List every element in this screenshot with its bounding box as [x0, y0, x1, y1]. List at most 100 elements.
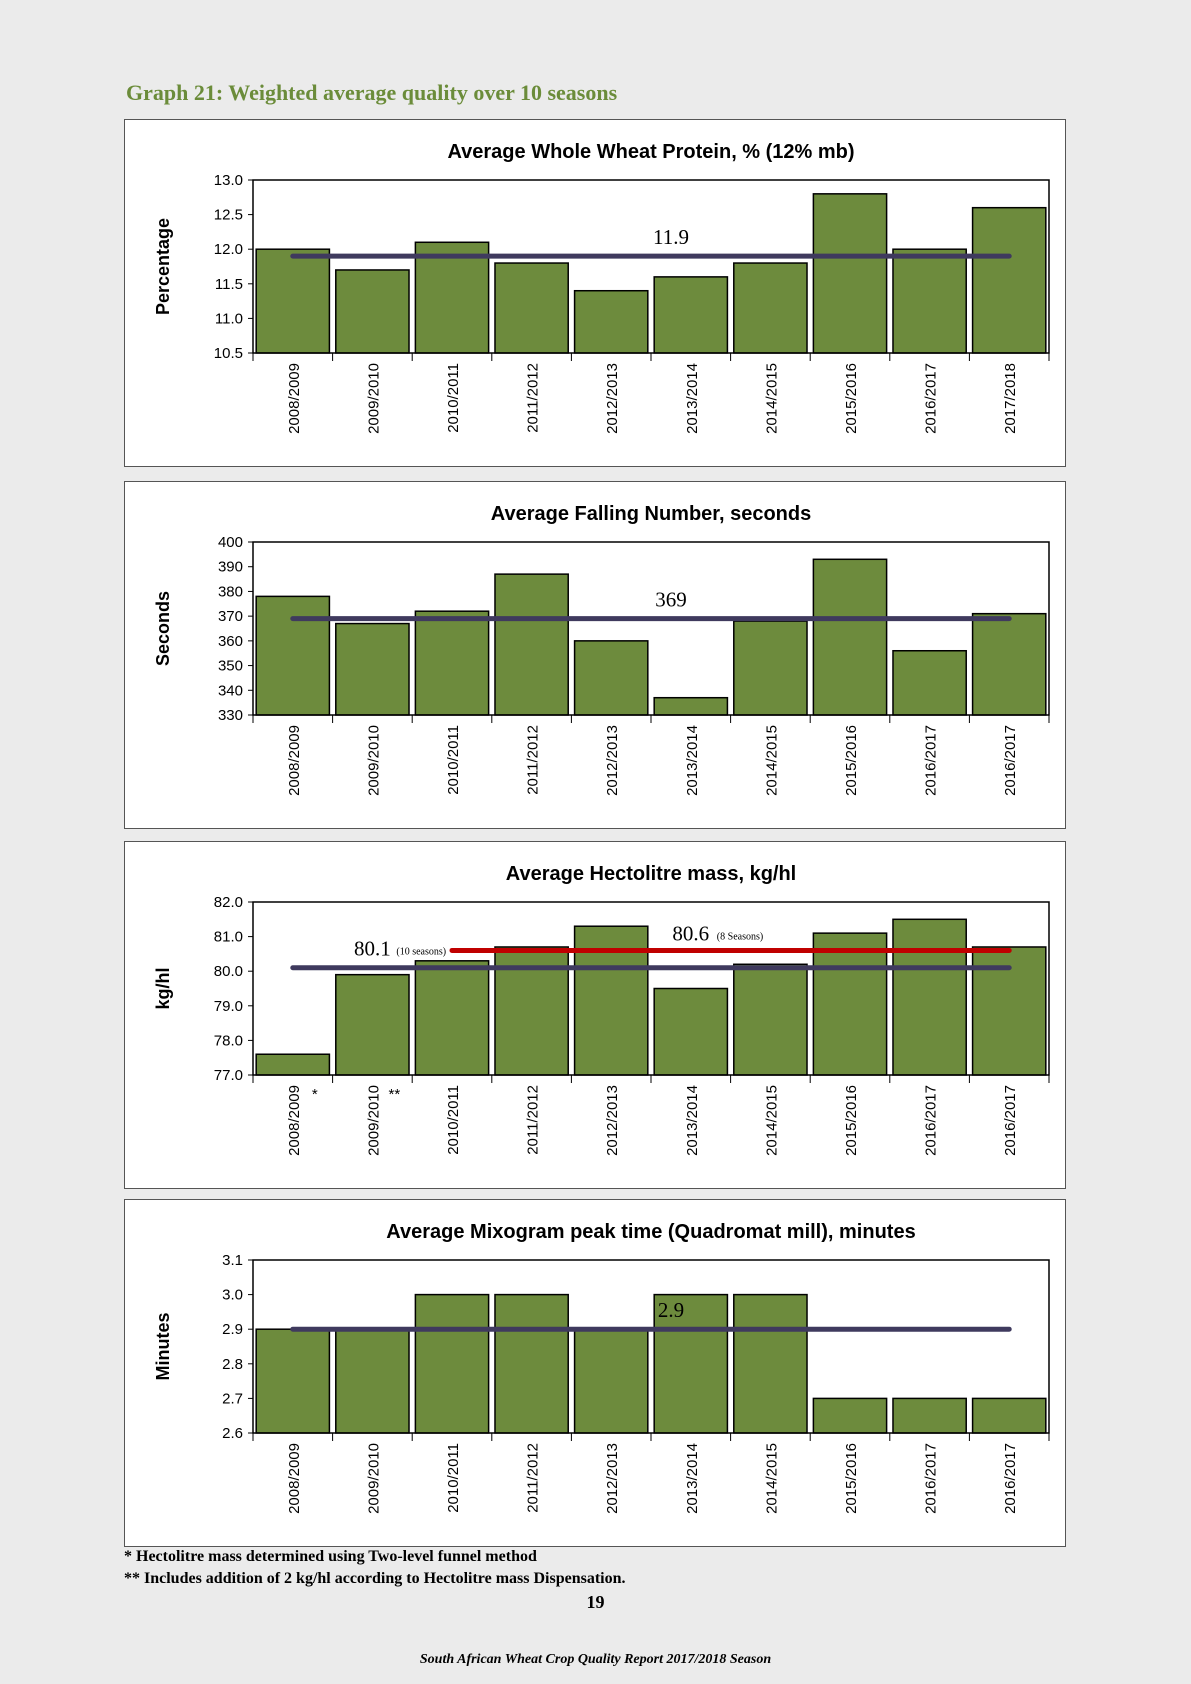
x-tick-label: 2016/2017 — [1002, 1085, 1019, 1156]
x-tick-label: 2013/2014 — [684, 363, 701, 434]
bar-2015-2016 — [812, 558, 888, 716]
y-tick-label: 360 — [218, 633, 243, 650]
bar-2016-2017 — [892, 248, 967, 354]
y-tick-label: 11.5 — [215, 276, 243, 293]
bar-2008-2009 — [255, 595, 331, 716]
bar-2008-2009 — [255, 1328, 331, 1434]
y-tick-label: 12.0 — [214, 241, 243, 258]
x-tick-label: 2017/2018 — [1002, 363, 1019, 434]
x-tick-label: 2010/2011 — [445, 1443, 462, 1513]
hectolitre-mass-chart: Average Hectolitre mass, kg/hl kg/hl 82.0 8… — [124, 841, 1066, 1189]
y-tick-label: 330 — [218, 707, 243, 724]
x-tick-label: 2009/2010 — [365, 725, 382, 796]
y-tick-label: 390 — [218, 559, 243, 576]
x-tick-label: 2012/2013 — [604, 1443, 621, 1514]
y-tick-label: 2.8 — [222, 1356, 243, 1373]
average-note: (8 Seasons) — [717, 931, 763, 942]
bar-2013-2014 — [653, 276, 729, 354]
y-tick-label: 80.0 — [214, 963, 243, 980]
x-tick-label: 2008/2009 — [286, 1085, 303, 1156]
y-tick-label: 340 — [218, 682, 243, 699]
chart-svg: Average Falling Number, seconds Seconds 40… — [153, 503, 1050, 796]
y-tick-label: 380 — [218, 583, 243, 600]
average-label: 80.1 — [354, 937, 391, 961]
x-tick-label: 2009/2010 — [365, 363, 382, 434]
y-tick-label: 77.0 — [214, 1067, 243, 1084]
x-tick-label: 2013/2014 — [684, 725, 701, 796]
x-tick-label: 2012/2013 — [604, 1085, 621, 1156]
chart-title: Average Whole Wheat Protein, % (12% mb) — [447, 141, 854, 163]
x-tick-label: 2015/2016 — [843, 1085, 860, 1156]
chart-svg: Average Whole Wheat Protein, % (12% mb) P… — [153, 141, 1050, 434]
x-tick-label: 2016/2017 — [923, 363, 940, 434]
bar-2011-2012 — [494, 573, 569, 716]
bar-2008-2009 — [255, 1053, 331, 1076]
chart-svg: Average Mixogram peak time (Quadromat mi… — [153, 1221, 1050, 1514]
y-tick-label: 12.5 — [214, 207, 243, 224]
x-tick-label: 2016/2017 — [923, 725, 940, 796]
average-label: 2.9 — [658, 1298, 684, 1322]
bar-2016-2017 — [892, 649, 967, 716]
x-tick-label: 2011/2012 — [525, 1085, 542, 1155]
x-tick-label: 2015/2016 — [843, 725, 860, 796]
x-tick-label: 2014/2015 — [763, 363, 780, 434]
y-tick-label: 3.1 — [222, 1252, 243, 1269]
bar-2009-2010 — [335, 973, 410, 1076]
chart-svg: Average Hectolitre mass, kg/hl kg/hl 82.0 8… — [153, 863, 1050, 1156]
y-tick-label: 2.9 — [222, 1321, 243, 1338]
average-note: (10 seasons) — [396, 947, 446, 958]
bar-2015-2016 — [812, 193, 888, 354]
bar-2016-2017 — [971, 1397, 1047, 1434]
x-tick-label: 2013/2014 — [684, 1443, 701, 1514]
y-tick-label: 2.7 — [222, 1390, 243, 1407]
x-tick-label: 2013/2014 — [684, 1085, 701, 1156]
chart-title: Average Hectolitre mass, kg/hl — [506, 863, 797, 885]
bar-2016-2017 — [892, 918, 967, 1076]
y-tick-label: 370 — [218, 608, 243, 625]
bar-2010-2011 — [414, 610, 490, 716]
page-number: 19 — [586, 1592, 605, 1612]
x-tick-label: 2009/2010 — [365, 1085, 382, 1156]
y-tick-label: 82.0 — [214, 894, 243, 911]
x-tick-label: 2010/2011 — [445, 1085, 462, 1155]
footnote-hectolitre-dispensation: ** Includes addition of 2 kg/hl accordin… — [124, 1570, 626, 1587]
x-tick-label: 2008/2009 — [286, 1443, 303, 1514]
x-tick-label: 2011/2012 — [525, 363, 542, 433]
y-axis-label: Seconds — [153, 591, 173, 666]
bar-2011-2012 — [494, 1293, 569, 1434]
y-tick-label: 13.0 — [214, 172, 243, 189]
bar-2010-2011 — [414, 1293, 490, 1434]
bar-2016-2017 — [892, 1397, 967, 1434]
y-tick-label: 81.0 — [214, 929, 243, 946]
bar-2009-2010 — [335, 269, 410, 354]
x-tick-label: 2009/2010 — [365, 1443, 382, 1514]
bar-2009-2010 — [335, 622, 410, 716]
x-tick-label: 2016/2017 — [1002, 725, 1019, 796]
y-axis-label: Percentage — [153, 218, 173, 315]
chart-title: Average Falling Number, seconds — [491, 503, 811, 525]
x-tick-label: 2012/2013 — [604, 363, 621, 434]
bar-2010-2011 — [414, 960, 490, 1076]
protein-chart: Average Whole Wheat Protein, % (12% mb) P… — [124, 119, 1066, 467]
bar-2014-2015 — [733, 963, 808, 1076]
x-tick-label: 2008/2009 — [286, 725, 303, 796]
x-tick-label: 2012/2013 — [604, 725, 621, 796]
category-footnote-mark: * — [312, 1086, 318, 1103]
x-tick-label: 2008/2009 — [286, 363, 303, 434]
y-tick-label: 79.0 — [214, 998, 243, 1015]
bar-2013-2014 — [653, 696, 729, 716]
y-tick-label: 10.5 — [214, 345, 243, 362]
bar-2010-2011 — [414, 241, 490, 354]
x-tick-label: 2014/2015 — [763, 1443, 780, 1514]
x-tick-label: 2014/2015 — [763, 725, 780, 796]
page-title: Graph 21: Weighted average quality over … — [126, 80, 618, 105]
y-tick-label: 3.0 — [222, 1287, 243, 1304]
bar-2017-2018 — [971, 206, 1047, 354]
x-tick-label: 2014/2015 — [763, 1085, 780, 1156]
y-tick-label: 78.0 — [214, 1032, 243, 1049]
average-label: 369 — [655, 588, 687, 612]
bar-2012-2013 — [573, 640, 649, 716]
x-tick-label: 2010/2011 — [445, 725, 462, 795]
y-axis-label: kg/hl — [153, 967, 173, 1009]
bar-2009-2010 — [335, 1328, 410, 1434]
